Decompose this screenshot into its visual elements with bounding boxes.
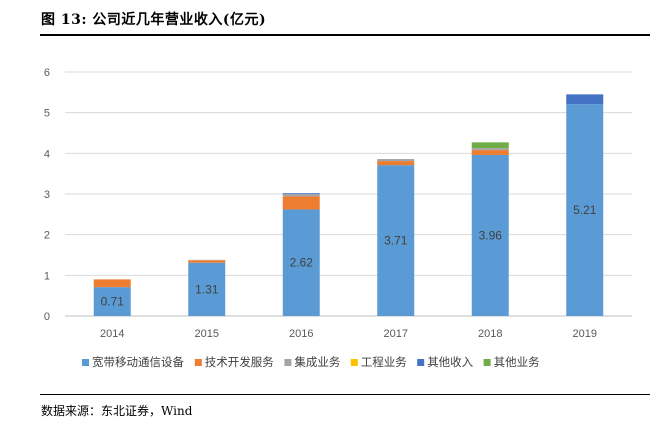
data-label: 1.31 bbox=[195, 282, 219, 296]
data-label: 5.21 bbox=[573, 203, 597, 217]
x-tick-label: 2019 bbox=[573, 328, 597, 340]
x-tick-label: 2017 bbox=[384, 328, 408, 340]
data-label: 0.71 bbox=[101, 295, 125, 309]
y-tick-label: 2 bbox=[44, 230, 50, 242]
x-tick-label: 2014 bbox=[100, 328, 124, 340]
bar-segment bbox=[471, 150, 509, 155]
x-tick-label: 2015 bbox=[195, 328, 219, 340]
bar-segment bbox=[93, 279, 131, 288]
title-rule bbox=[40, 34, 650, 36]
x-tick-label: 2016 bbox=[289, 328, 313, 340]
legend-swatch bbox=[417, 359, 425, 366]
legend: 宽带移动通信设备 技术开发服务 集成业务 工程业务 其他收入 其他业务 bbox=[82, 355, 540, 369]
bar-segment bbox=[188, 260, 226, 263]
y-tick-label: 3 bbox=[44, 189, 50, 201]
legend-item-label: 工程业务 bbox=[361, 355, 407, 369]
bar-segment bbox=[471, 142, 509, 149]
bar-segment bbox=[188, 262, 226, 316]
data-label: 3.71 bbox=[384, 234, 408, 248]
y-tick-label: 1 bbox=[44, 270, 50, 282]
y-tick-label: 5 bbox=[44, 108, 50, 120]
bar-segment bbox=[471, 154, 509, 316]
bar-segment bbox=[282, 196, 320, 210]
legend-swatch bbox=[194, 359, 202, 366]
gridlines bbox=[65, 71, 632, 317]
x-tick-label: 2018 bbox=[478, 328, 502, 340]
y-tick-label: 6 bbox=[44, 67, 50, 79]
legend-item-label: 集成业务 bbox=[294, 355, 340, 369]
legend-item-label: 其他收入 bbox=[427, 355, 473, 369]
bars: 0.71 1.31 2.62 3.71 3.96 5.21 bbox=[93, 94, 604, 316]
legend-item-label: 技术开发服务 bbox=[205, 355, 274, 369]
legend-swatch bbox=[350, 359, 358, 366]
legend-item-label: 宽带移动通信设备 bbox=[92, 355, 184, 369]
y-tick-label: 0 bbox=[44, 311, 50, 323]
bar-segment bbox=[377, 165, 415, 316]
legend-swatch bbox=[82, 359, 89, 366]
bar-segment bbox=[377, 159, 415, 162]
source-rule bbox=[40, 394, 650, 395]
data-label: 2.62 bbox=[290, 256, 314, 270]
bar-segment bbox=[566, 104, 604, 316]
y-tick-label: 4 bbox=[44, 148, 50, 160]
bar-segment bbox=[566, 94, 604, 105]
bar-segment bbox=[282, 194, 320, 197]
source-note: 数据来源：东北证券，Wind bbox=[41, 404, 193, 418]
figure-title: 图 13: 公司近几年营业收入(亿元) bbox=[41, 12, 267, 28]
bar-segment bbox=[377, 161, 415, 166]
legend-swatch bbox=[483, 359, 491, 366]
axes: 0 1 2 3 4 5 6 2014 2015 2016 2017 2018 2019 bbox=[44, 67, 597, 340]
bar-segment bbox=[93, 287, 131, 316]
legend-swatch bbox=[284, 359, 292, 366]
bar-segment bbox=[471, 148, 509, 151]
data-label: 3.96 bbox=[479, 228, 503, 242]
bar-segment bbox=[282, 193, 320, 194]
bar-segment bbox=[282, 209, 320, 316]
legend-item-label: 其他业务 bbox=[494, 355, 540, 369]
